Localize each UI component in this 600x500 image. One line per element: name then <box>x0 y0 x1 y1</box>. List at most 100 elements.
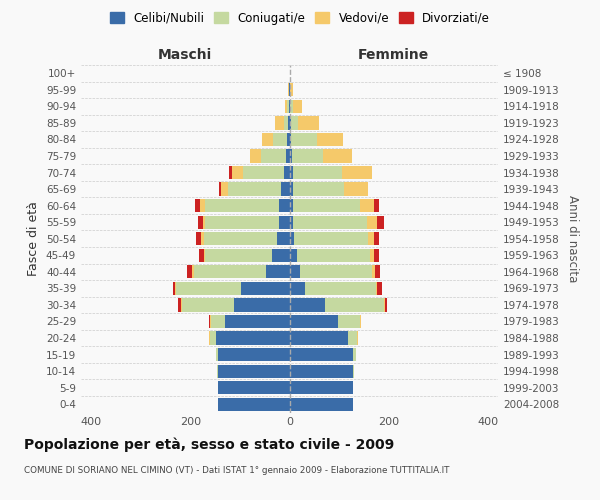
Bar <box>278 216 290 229</box>
Bar <box>374 199 379 212</box>
Bar <box>281 182 290 196</box>
Bar <box>348 332 357 344</box>
Bar <box>290 100 293 113</box>
Bar <box>293 182 344 196</box>
Bar <box>286 150 290 162</box>
Bar <box>293 199 361 212</box>
Bar <box>201 232 203 245</box>
Bar <box>374 232 379 245</box>
Bar <box>290 282 305 295</box>
Bar <box>301 265 373 278</box>
Bar <box>288 116 290 130</box>
Text: Popolazione per età, sesso e stato civile - 2009: Popolazione per età, sesso e stato civil… <box>24 438 394 452</box>
Bar <box>292 150 323 162</box>
Bar <box>290 364 353 378</box>
Bar <box>218 348 290 361</box>
Bar <box>290 265 301 278</box>
Bar <box>216 332 290 344</box>
Bar <box>182 298 234 312</box>
Bar <box>218 398 290 411</box>
Bar <box>361 199 374 212</box>
Bar <box>218 182 221 196</box>
Bar <box>275 116 284 130</box>
Bar <box>205 216 278 229</box>
Bar <box>225 315 290 328</box>
Bar <box>199 248 203 262</box>
Bar <box>173 282 175 295</box>
Bar <box>290 166 293 179</box>
Bar <box>338 315 361 328</box>
Bar <box>298 116 319 130</box>
Bar <box>295 232 368 245</box>
Bar <box>241 282 290 295</box>
Bar <box>218 364 290 378</box>
Bar <box>278 199 290 212</box>
Bar <box>325 298 384 312</box>
Bar <box>203 216 205 229</box>
Bar <box>367 216 377 229</box>
Text: Maschi: Maschi <box>158 48 212 62</box>
Legend: Celibi/Nubili, Coniugati/e, Vedovi/e, Divorziati/e: Celibi/Nubili, Coniugati/e, Vedovi/e, Di… <box>105 7 495 30</box>
Bar <box>187 265 192 278</box>
Bar <box>293 216 367 229</box>
Bar <box>290 182 293 196</box>
Bar <box>194 265 266 278</box>
Bar <box>293 100 302 113</box>
Bar <box>385 298 387 312</box>
Bar <box>216 348 218 361</box>
Bar <box>293 166 342 179</box>
Bar <box>290 315 338 328</box>
Text: Femmine: Femmine <box>358 48 430 62</box>
Bar <box>229 166 232 179</box>
Bar <box>266 265 290 278</box>
Bar <box>277 232 290 245</box>
Bar <box>287 133 290 146</box>
Bar <box>181 298 182 312</box>
Bar <box>261 150 286 162</box>
Bar <box>290 398 353 411</box>
Bar <box>203 248 205 262</box>
Bar <box>323 150 352 162</box>
Bar <box>370 248 374 262</box>
Bar <box>284 166 290 179</box>
Bar <box>375 265 380 278</box>
Bar <box>211 315 225 328</box>
Bar <box>384 298 385 312</box>
Bar <box>203 232 277 245</box>
Bar <box>376 282 377 295</box>
Bar <box>290 83 293 96</box>
Bar <box>290 298 325 312</box>
Bar <box>357 332 358 344</box>
Bar <box>196 232 201 245</box>
Bar <box>353 364 354 378</box>
Bar <box>200 199 205 212</box>
Bar <box>273 133 287 146</box>
Bar <box>344 182 368 196</box>
Bar <box>210 315 211 328</box>
Bar <box>205 248 272 262</box>
Bar <box>195 199 200 212</box>
Bar <box>317 133 343 146</box>
Bar <box>287 100 289 113</box>
Bar <box>218 381 290 394</box>
Bar <box>210 332 216 344</box>
Bar <box>250 150 261 162</box>
Bar <box>289 100 290 113</box>
Bar <box>175 282 176 295</box>
Bar <box>209 315 210 328</box>
Bar <box>229 182 281 196</box>
Bar <box>377 216 385 229</box>
Bar <box>297 248 370 262</box>
Bar <box>284 116 288 130</box>
Bar <box>290 150 292 162</box>
Bar <box>217 364 218 378</box>
Y-axis label: Fasce di età: Fasce di età <box>28 202 40 276</box>
Bar <box>290 216 293 229</box>
Bar <box>272 248 290 262</box>
Bar <box>291 116 298 130</box>
Bar <box>205 199 278 212</box>
Bar <box>178 298 181 312</box>
Bar <box>221 182 229 196</box>
Bar <box>291 133 317 146</box>
Bar <box>290 199 293 212</box>
